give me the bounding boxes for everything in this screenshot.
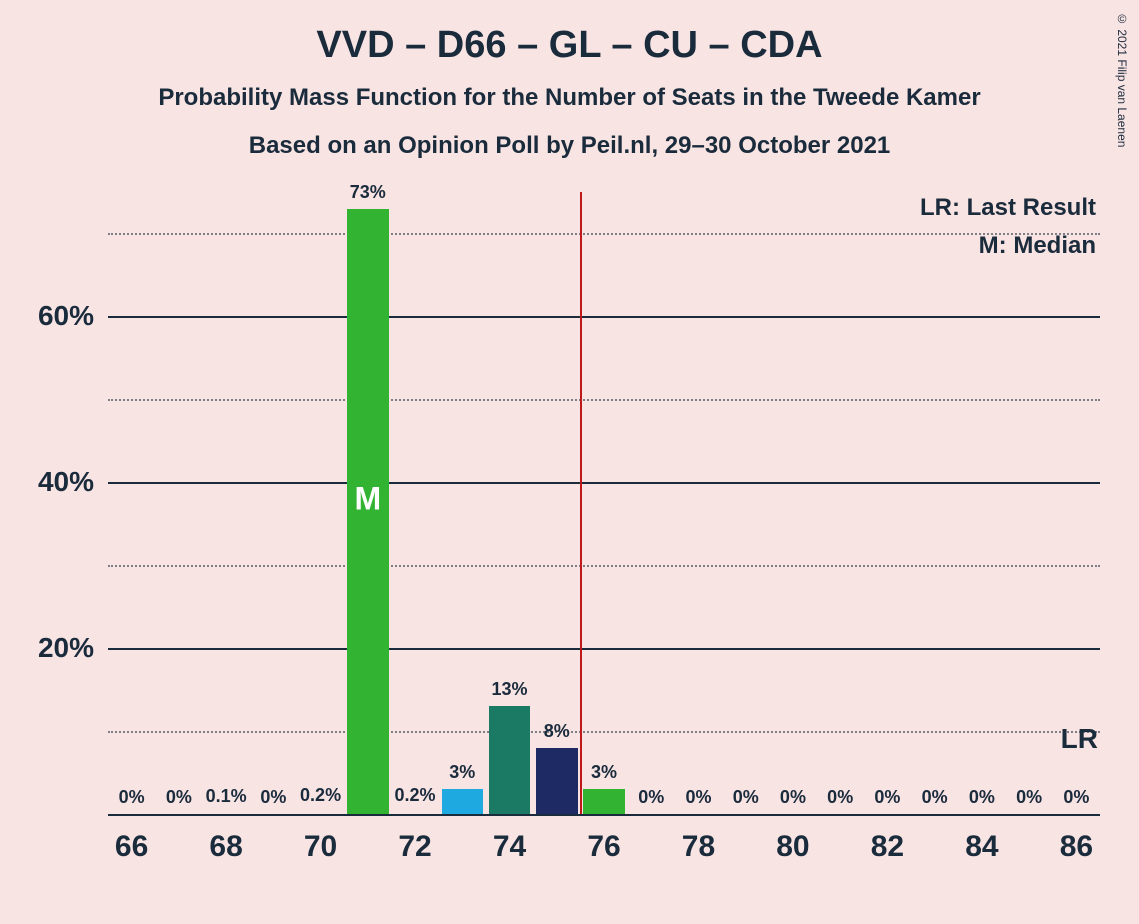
x-tick-label: 70 xyxy=(304,814,337,864)
legend-median: M: Median xyxy=(979,232,1096,260)
bar-value-label: 0% xyxy=(166,787,192,808)
last-result-line xyxy=(580,192,582,814)
bar xyxy=(394,812,436,814)
bar-value-label: 0% xyxy=(827,787,853,808)
chart-subtitle-2: Based on an Opinion Poll by Peil.nl, 29–… xyxy=(0,132,1139,160)
bar xyxy=(536,748,578,814)
bar-value-label: 0% xyxy=(874,787,900,808)
bar xyxy=(205,813,247,814)
bar-value-label: 0% xyxy=(260,787,286,808)
x-tick-label: 84 xyxy=(965,814,998,864)
gridline-minor xyxy=(108,565,1100,567)
x-tick-label: 78 xyxy=(682,814,715,864)
bar-value-label: 0% xyxy=(685,787,711,808)
chart-subtitle-1: Probability Mass Function for the Number… xyxy=(0,84,1139,112)
y-tick-label: 40% xyxy=(38,466,108,498)
bar-value-label: 0% xyxy=(119,787,145,808)
y-tick-label: 60% xyxy=(38,300,108,332)
bar-value-label: 0% xyxy=(1063,787,1089,808)
chart-title: VVD – D66 – GL – CU – CDA xyxy=(0,24,1139,67)
bar-value-label: 0.2% xyxy=(300,785,341,806)
gridline-major xyxy=(108,482,1100,484)
bar-value-label: 13% xyxy=(492,679,528,700)
bar xyxy=(489,706,531,814)
bar-value-label: 3% xyxy=(449,762,475,783)
chart-container: VVD – D66 – GL – CU – CDA Probability Ma… xyxy=(0,0,1139,924)
gridline-major xyxy=(108,648,1100,650)
bar-value-label: 8% xyxy=(544,721,570,742)
lr-axis-marker: LR xyxy=(1061,723,1098,755)
bar-value-label: 0% xyxy=(1016,787,1042,808)
x-tick-label: 74 xyxy=(493,814,526,864)
bar-value-label: 0% xyxy=(969,787,995,808)
bar-value-label: 0.1% xyxy=(206,786,247,807)
bar xyxy=(442,789,484,814)
copyright-text: © 2021 Filip van Laenen xyxy=(1115,12,1129,147)
gridline-minor xyxy=(108,233,1100,235)
y-tick-label: 20% xyxy=(38,632,108,664)
x-tick-label: 72 xyxy=(398,814,431,864)
median-marker: M xyxy=(354,480,381,517)
gridline-major xyxy=(108,316,1100,318)
bar-value-label: 0% xyxy=(780,787,806,808)
x-tick-label: 82 xyxy=(871,814,904,864)
x-tick-label: 80 xyxy=(776,814,809,864)
bar-value-label: 3% xyxy=(591,762,617,783)
bar-value-label: 73% xyxy=(350,182,386,203)
bar-value-label: 0% xyxy=(922,787,948,808)
x-tick-label: 68 xyxy=(209,814,242,864)
gridline-minor xyxy=(108,731,1100,733)
plot-area: 20%40%60%66687072747678808284860%0%0.1%0… xyxy=(108,192,1100,814)
bar-value-label: 0% xyxy=(638,787,664,808)
x-tick-label: 66 xyxy=(115,814,148,864)
gridline-minor xyxy=(108,399,1100,401)
bar xyxy=(583,789,625,814)
bar-value-label: 0% xyxy=(733,787,759,808)
x-tick-label: 76 xyxy=(587,814,620,864)
bar-value-label: 0.2% xyxy=(395,785,436,806)
legend-lr: LR: Last Result xyxy=(920,194,1096,222)
bar xyxy=(300,812,342,814)
x-tick-label: 86 xyxy=(1060,814,1093,864)
